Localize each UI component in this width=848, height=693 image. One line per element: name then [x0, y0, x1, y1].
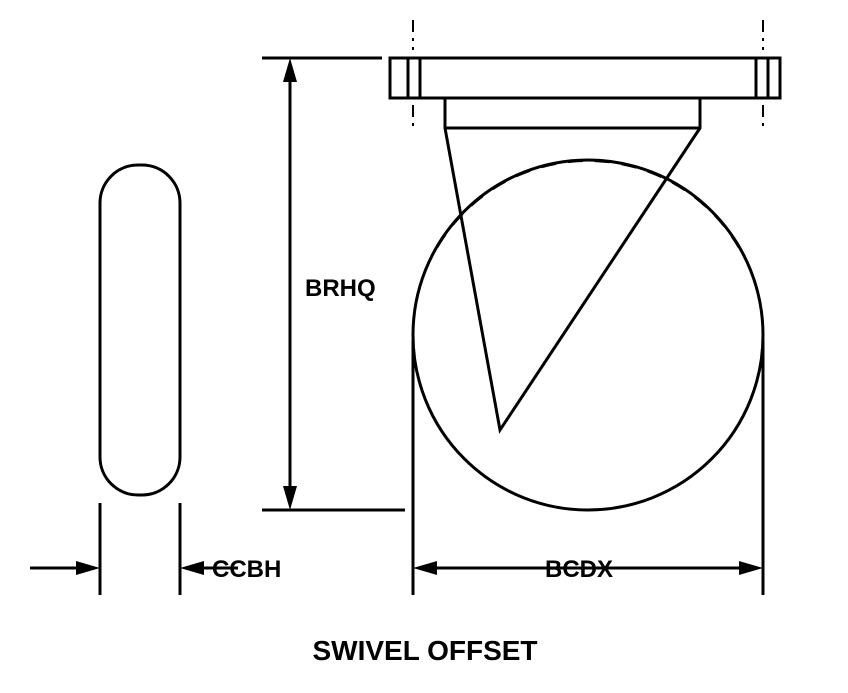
label-brhq: BRHQ: [305, 275, 376, 303]
arrow-head: [283, 58, 297, 82]
diagram-container: BRHQ CCBH BCDX SWIVEL OFFSET: [0, 0, 848, 693]
arrow-head: [413, 561, 437, 575]
wheel-side-view: [100, 165, 180, 495]
arrow-head: [180, 561, 204, 575]
hidden-arc: [437, 160, 739, 247]
label-ccbh: CCBH: [212, 556, 281, 584]
diagram-title: SWIVEL OFFSET: [270, 635, 580, 667]
fork-outline: [445, 98, 700, 430]
arrow-head: [283, 486, 297, 510]
technical-drawing-svg: [0, 0, 848, 693]
mount-plate: [390, 58, 780, 98]
label-bcdx: BCDX: [545, 556, 613, 584]
arrow-head: [76, 561, 100, 575]
wheel-front-view: [413, 160, 763, 510]
arrow-head: [739, 561, 763, 575]
